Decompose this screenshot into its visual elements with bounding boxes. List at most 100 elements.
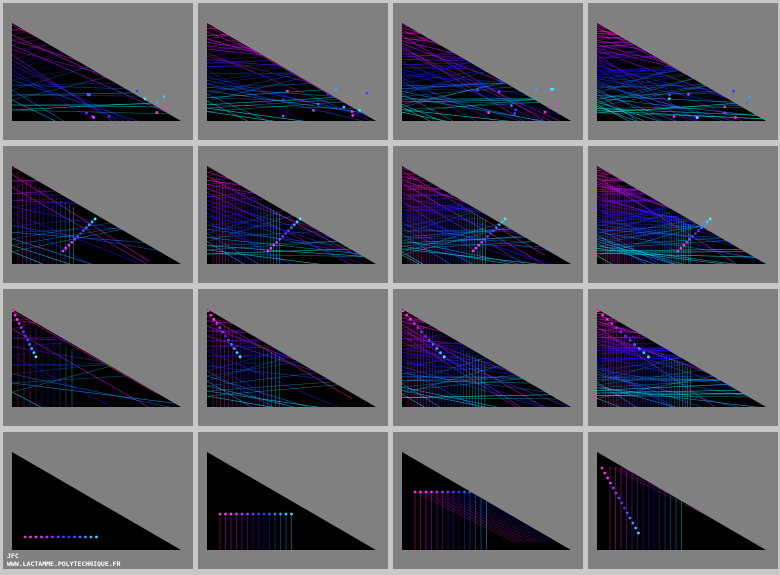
author: JFC bbox=[7, 552, 19, 560]
ball bbox=[676, 249, 680, 253]
ball bbox=[316, 102, 320, 106]
ball bbox=[91, 115, 95, 118]
ray bbox=[207, 375, 376, 407]
panel bbox=[588, 3, 778, 140]
panel bbox=[393, 432, 583, 569]
ball bbox=[623, 506, 626, 510]
ray bbox=[402, 386, 571, 407]
ball bbox=[11, 309, 15, 313]
ball bbox=[668, 93, 671, 97]
ball bbox=[30, 347, 34, 350]
ball bbox=[691, 235, 694, 238]
ray bbox=[207, 249, 376, 264]
ball bbox=[295, 220, 299, 224]
ball bbox=[22, 330, 25, 334]
triangle bbox=[207, 309, 376, 407]
ray bbox=[12, 251, 178, 264]
ball bbox=[596, 309, 600, 313]
ray bbox=[402, 383, 542, 407]
ball bbox=[624, 334, 627, 338]
ball bbox=[424, 334, 427, 338]
panel bbox=[198, 289, 388, 426]
ball bbox=[89, 535, 93, 539]
ray bbox=[12, 219, 157, 264]
ray bbox=[402, 72, 571, 121]
ball bbox=[412, 322, 416, 325]
ray bbox=[207, 350, 370, 407]
ball bbox=[682, 243, 686, 247]
ball bbox=[235, 512, 238, 516]
ball bbox=[637, 347, 641, 350]
panels bbox=[3, 3, 778, 569]
ray bbox=[402, 359, 571, 407]
ray bbox=[12, 238, 181, 264]
panel bbox=[393, 146, 583, 283]
ray bbox=[207, 69, 357, 121]
url: WWW.LACTAMME.POLYTECHNIQUE.FR bbox=[7, 560, 121, 568]
ball bbox=[474, 246, 478, 250]
panel bbox=[198, 432, 388, 569]
ray bbox=[207, 208, 376, 264]
ray bbox=[12, 99, 168, 121]
ball bbox=[209, 313, 213, 317]
panel bbox=[3, 289, 193, 426]
ball bbox=[67, 243, 71, 247]
ball bbox=[611, 486, 615, 490]
ball bbox=[229, 342, 233, 346]
ray bbox=[597, 248, 766, 264]
trajectories bbox=[23, 535, 98, 539]
ray bbox=[597, 89, 753, 121]
ball bbox=[601, 313, 604, 317]
ball bbox=[240, 512, 244, 516]
ball bbox=[287, 229, 290, 232]
ball bbox=[215, 322, 219, 325]
ball bbox=[633, 342, 637, 346]
ball bbox=[70, 240, 74, 244]
ray bbox=[207, 111, 376, 121]
ball bbox=[420, 330, 424, 334]
ball bbox=[489, 232, 492, 235]
ball bbox=[723, 111, 727, 115]
ball bbox=[500, 220, 504, 224]
ray bbox=[402, 218, 571, 264]
ray bbox=[402, 366, 571, 407]
ball bbox=[162, 95, 166, 99]
ray bbox=[597, 384, 766, 407]
panel bbox=[393, 3, 583, 140]
ball bbox=[19, 326, 23, 330]
ball bbox=[697, 229, 700, 232]
ball bbox=[556, 103, 560, 107]
ray bbox=[597, 91, 766, 121]
ball bbox=[534, 88, 538, 92]
ball bbox=[543, 110, 547, 114]
ball bbox=[292, 223, 296, 227]
ball bbox=[642, 351, 646, 355]
ball bbox=[262, 512, 266, 516]
ray bbox=[402, 104, 567, 121]
ray bbox=[402, 80, 551, 121]
ball bbox=[298, 217, 302, 221]
panel bbox=[198, 3, 388, 140]
ball bbox=[439, 351, 442, 355]
ball bbox=[227, 338, 230, 342]
ball bbox=[514, 108, 518, 112]
ball bbox=[87, 223, 91, 227]
ball bbox=[272, 243, 276, 247]
ball bbox=[358, 108, 361, 112]
ray bbox=[12, 373, 181, 407]
ray bbox=[12, 391, 163, 407]
ray bbox=[597, 93, 732, 121]
ball bbox=[235, 351, 239, 355]
panel bbox=[588, 146, 778, 283]
ball bbox=[281, 98, 285, 102]
ray bbox=[12, 187, 158, 264]
ball bbox=[164, 105, 168, 109]
ray bbox=[12, 74, 178, 121]
ball bbox=[708, 217, 712, 221]
ball bbox=[688, 237, 692, 241]
ball bbox=[679, 246, 683, 250]
ball bbox=[734, 116, 737, 119]
ball bbox=[637, 531, 640, 535]
ray bbox=[402, 328, 537, 407]
